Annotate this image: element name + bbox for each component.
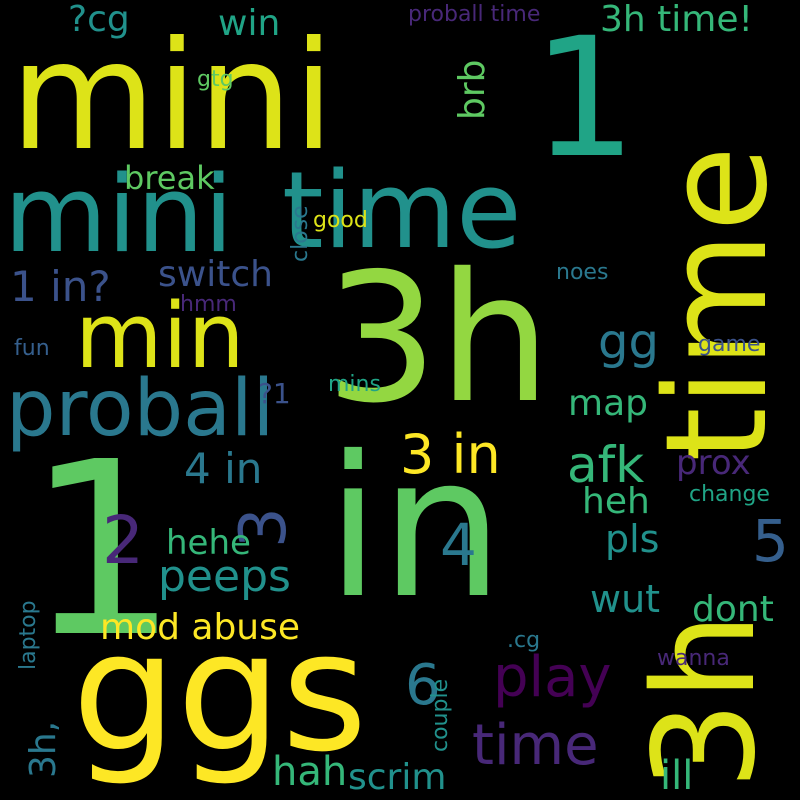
word-2: 2 <box>102 502 144 579</box>
word-pls: pls <box>605 517 660 561</box>
word-hehe: hehe <box>166 523 251 563</box>
word-switch: switch <box>158 254 273 295</box>
word-gtg: gtg <box>197 67 234 92</box>
word-heh: heh <box>582 481 650 522</box>
word-good: good <box>313 208 368 233</box>
word-laptop: laptop <box>16 600 41 670</box>
word-play: play <box>493 645 612 710</box>
word-hmm: hmm <box>180 292 237 317</box>
word-win: win <box>218 3 281 44</box>
word-ggs: ggs <box>72 596 368 788</box>
word-dont: dont <box>692 589 774 630</box>
word-break: break <box>124 159 215 197</box>
word-3h: 3h <box>325 235 552 442</box>
word-1-teal: 1 <box>532 2 637 194</box>
word-change: change <box>689 482 770 507</box>
word-3h-vertical: 3h <box>624 612 787 790</box>
word-question-cg: ?cg <box>68 0 130 40</box>
word-proball: proball <box>6 364 275 454</box>
word-3-in: 3 in <box>400 423 501 486</box>
word-in: in <box>326 414 504 641</box>
word-mini-top: mini <box>10 10 335 184</box>
word-time-mid: time <box>282 149 522 272</box>
word-map: map <box>568 383 648 424</box>
word-prox: prox <box>676 443 751 483</box>
word-mins: mins <box>328 372 381 397</box>
word-question-1: ?1 <box>258 377 291 410</box>
word-peeps: peeps <box>158 551 291 602</box>
word-3h-time: 3h time! <box>600 0 753 40</box>
word-mini-mid: mini <box>4 153 234 276</box>
word-couple: couple <box>428 678 453 752</box>
word-mod-abuse: mod abuse <box>100 607 301 648</box>
word-wanna: wanna <box>657 646 730 671</box>
word-4-in: 4 in <box>184 444 263 493</box>
word-game: game <box>698 332 761 357</box>
word-wut: wut <box>590 577 661 621</box>
word-6: 6 <box>405 653 441 718</box>
word-scrim: scrim <box>348 757 447 798</box>
word-5: 5 <box>752 507 789 575</box>
word-time-bottom: time <box>472 713 599 778</box>
word-1-large: 1 <box>26 410 179 690</box>
word-hah: hah <box>272 749 348 795</box>
word-1-in-question: 1 in? <box>10 262 111 311</box>
word-afk: afk <box>567 436 645 494</box>
word-4: 4 <box>440 511 477 579</box>
word-gg: gg <box>598 314 659 370</box>
word-dot-cg: .cg <box>507 628 541 653</box>
word-min: min <box>75 284 245 389</box>
word-noes: noes <box>556 260 609 285</box>
word-proball-time: proball time <box>408 2 541 27</box>
word-fun: fun <box>14 336 50 361</box>
word-close: close <box>288 205 313 262</box>
word-3h-comma: 3h, <box>23 720 64 778</box>
word-ill: ill <box>660 753 694 799</box>
word-brb: brb <box>452 59 493 120</box>
word-time-vertical: time <box>636 145 799 462</box>
